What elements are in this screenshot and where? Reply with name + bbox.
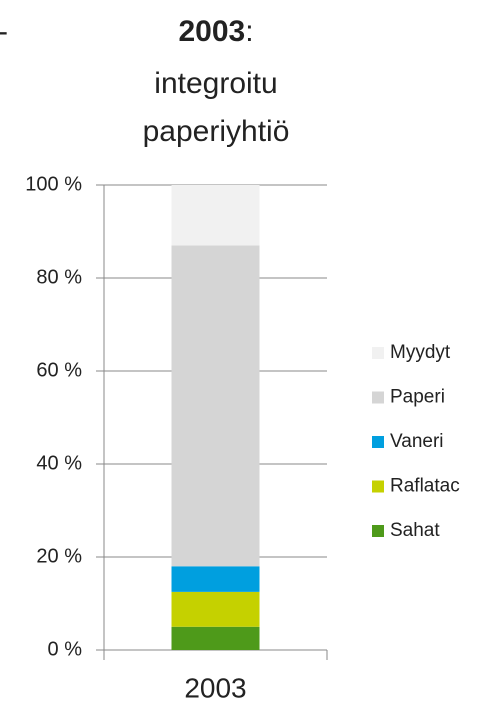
bar-segment — [171, 566, 260, 592]
y-tick-label: 40 % — [36, 452, 82, 474]
legend-label: Raflatac — [390, 476, 460, 497]
legend-swatch — [372, 347, 384, 359]
legend-label: Paperi — [390, 387, 445, 408]
legend-swatch — [372, 480, 384, 493]
legend-swatch — [372, 436, 384, 448]
bar-segment — [171, 591, 260, 627]
subtitle: paperiyhtiö — [143, 115, 290, 148]
title-bold: 2003 — [178, 15, 245, 48]
y-tick-label: 80 % — [36, 266, 82, 288]
legend-swatch — [372, 391, 384, 404]
y-tick-label: 100 % — [25, 173, 82, 195]
x-tick-label: 2003 — [184, 672, 246, 703]
legend-swatch — [372, 525, 384, 537]
legend-label: Sahat — [390, 520, 440, 541]
legend-label: Myydyt — [390, 342, 451, 363]
bar-segment — [171, 185, 260, 246]
y-tick-label: 60 % — [36, 359, 82, 381]
bar-segment — [171, 626, 260, 650]
subtitle: integroitu — [154, 67, 277, 100]
y-tick-label: 20 % — [36, 545, 82, 567]
title-suffix: : — [245, 15, 253, 48]
legend-label: Vaneri — [390, 431, 444, 452]
chart-title: 2003: — [178, 15, 253, 48]
bar-segment — [171, 245, 260, 567]
edge-text: - — [0, 15, 8, 48]
y-tick-label: 0 % — [48, 638, 83, 660]
